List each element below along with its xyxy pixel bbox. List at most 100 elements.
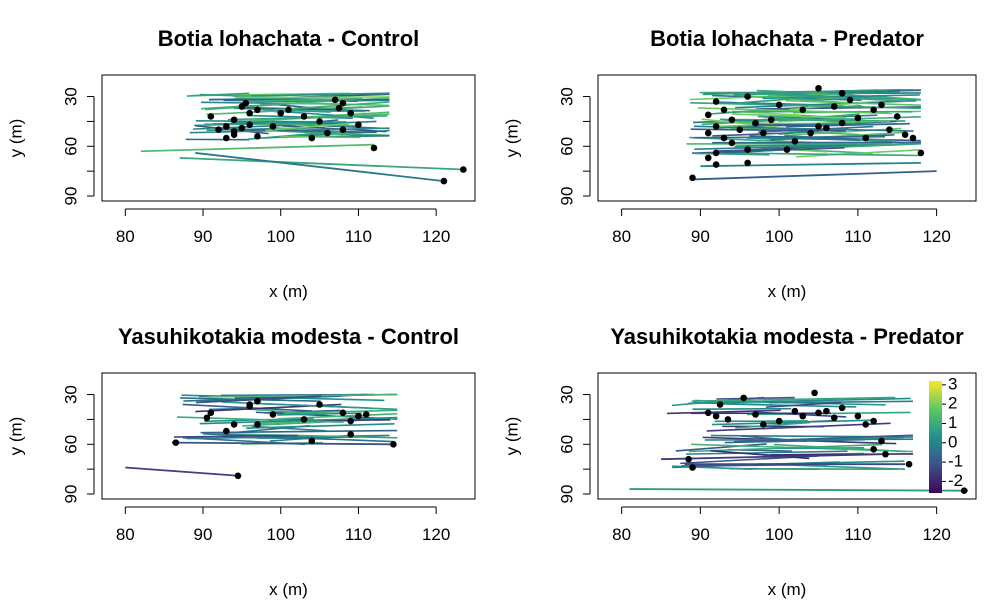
track-start-point bbox=[862, 134, 870, 142]
track-line bbox=[216, 432, 398, 439]
track-line bbox=[694, 143, 876, 151]
track-start-point bbox=[823, 124, 830, 132]
track-start-point bbox=[207, 409, 215, 417]
track-start-point bbox=[685, 455, 692, 463]
y-tick-label: 30 bbox=[61, 87, 80, 106]
track-start-point bbox=[775, 417, 783, 425]
track-start-point bbox=[347, 417, 354, 425]
track-start-point bbox=[269, 123, 277, 130]
track-start-point bbox=[689, 464, 696, 471]
colorbar-tick-label: 2 bbox=[948, 394, 957, 413]
track-start-point bbox=[254, 421, 261, 428]
track-line bbox=[277, 412, 362, 416]
track-start-point bbox=[324, 129, 331, 137]
x-tick-label: 80 bbox=[612, 525, 631, 544]
x-tick-label: 100 bbox=[267, 227, 295, 246]
track-start-point bbox=[704, 129, 712, 137]
track-line bbox=[213, 121, 347, 125]
track-start-point bbox=[712, 412, 720, 420]
track-start-point bbox=[355, 412, 362, 420]
x-tick-label: 120 bbox=[422, 525, 450, 544]
track-line bbox=[282, 102, 390, 107]
track-start-point bbox=[720, 106, 728, 114]
x-tick-label: 90 bbox=[194, 227, 213, 246]
track-line bbox=[140, 143, 375, 153]
track-start-point bbox=[308, 437, 316, 445]
track-start-point bbox=[775, 101, 783, 109]
track-start-point bbox=[744, 146, 751, 153]
x-tick-label: 90 bbox=[194, 525, 213, 544]
panel-title: Yasuhikotakia modesta - Control bbox=[118, 324, 459, 349]
tracks bbox=[686, 84, 937, 182]
track-line bbox=[273, 101, 390, 111]
track-start-point bbox=[223, 134, 230, 142]
x-tick-label: 110 bbox=[345, 227, 372, 246]
y-tick-label: 30 bbox=[557, 87, 576, 106]
y-tick-label: 60 bbox=[61, 137, 80, 156]
track-line bbox=[688, 397, 911, 405]
track-start-point bbox=[811, 389, 818, 397]
x-tick-label: 120 bbox=[922, 227, 950, 246]
track-start-point bbox=[339, 126, 347, 134]
track-line bbox=[246, 97, 363, 103]
track-start-point bbox=[799, 106, 807, 114]
track-line bbox=[629, 488, 969, 492]
track-line bbox=[125, 466, 239, 477]
track-start-point bbox=[308, 134, 316, 142]
track-start-point bbox=[207, 113, 215, 120]
panel-title: Yasuhikotakia modesta - Predator bbox=[610, 324, 964, 349]
track-line bbox=[251, 92, 390, 97]
y-tick-label: 30 bbox=[61, 385, 80, 404]
track-line bbox=[710, 449, 810, 460]
x-tick-label: 80 bbox=[116, 525, 135, 544]
track-line bbox=[757, 135, 860, 142]
track-line bbox=[220, 128, 377, 134]
track-start-point bbox=[862, 421, 870, 428]
x-tick-label: 80 bbox=[116, 227, 135, 246]
y-tick-label: 90 bbox=[557, 485, 576, 504]
track-start-point bbox=[893, 113, 901, 120]
track-line bbox=[171, 441, 394, 446]
track-start-point bbox=[791, 407, 799, 415]
track-line bbox=[675, 443, 767, 452]
track-line bbox=[206, 393, 398, 398]
track-start-point bbox=[285, 106, 292, 114]
track-start-point bbox=[440, 177, 448, 185]
track-start-point bbox=[815, 84, 822, 92]
track-line bbox=[785, 99, 921, 106]
track-start-point bbox=[760, 421, 767, 428]
track-line bbox=[736, 97, 806, 104]
track-start-point bbox=[335, 104, 343, 112]
track-start-point bbox=[238, 124, 246, 132]
track-start-point bbox=[823, 407, 830, 415]
track-start-point bbox=[760, 129, 767, 137]
track-line bbox=[715, 152, 921, 157]
track-start-point bbox=[815, 409, 822, 417]
colorbar-tick-label: 0 bbox=[948, 432, 957, 451]
track-start-point bbox=[838, 89, 846, 97]
track-start-point bbox=[905, 460, 913, 468]
track-line bbox=[200, 429, 398, 434]
y-tick-label: 90 bbox=[61, 187, 80, 206]
plot-box bbox=[597, 372, 977, 500]
panel-1: 80 90 100 110 120 30 60 90 Botia lohachata - Con… bbox=[6, 26, 476, 301]
x-tick-label: 100 bbox=[765, 227, 793, 246]
track-line bbox=[706, 422, 891, 432]
x-axis-label: x (m) bbox=[768, 580, 807, 599]
x-tick-label: 100 bbox=[267, 525, 295, 544]
track-start-point bbox=[223, 123, 230, 130]
track-line bbox=[759, 114, 836, 121]
track-start-point bbox=[362, 411, 370, 418]
track-start-point bbox=[234, 472, 242, 480]
x-tick-label: 110 bbox=[844, 525, 871, 544]
track-start-point bbox=[728, 139, 736, 147]
colorbar-tick-label: 3 bbox=[948, 374, 957, 393]
track-line bbox=[735, 421, 811, 429]
colorbar-tick-label: 1 bbox=[948, 413, 957, 432]
track-start-point bbox=[712, 149, 720, 157]
x-tick-label: 110 bbox=[844, 227, 871, 246]
y-axis-label: y (m) bbox=[6, 417, 25, 456]
track-line bbox=[762, 96, 836, 103]
track-start-point bbox=[807, 129, 814, 137]
